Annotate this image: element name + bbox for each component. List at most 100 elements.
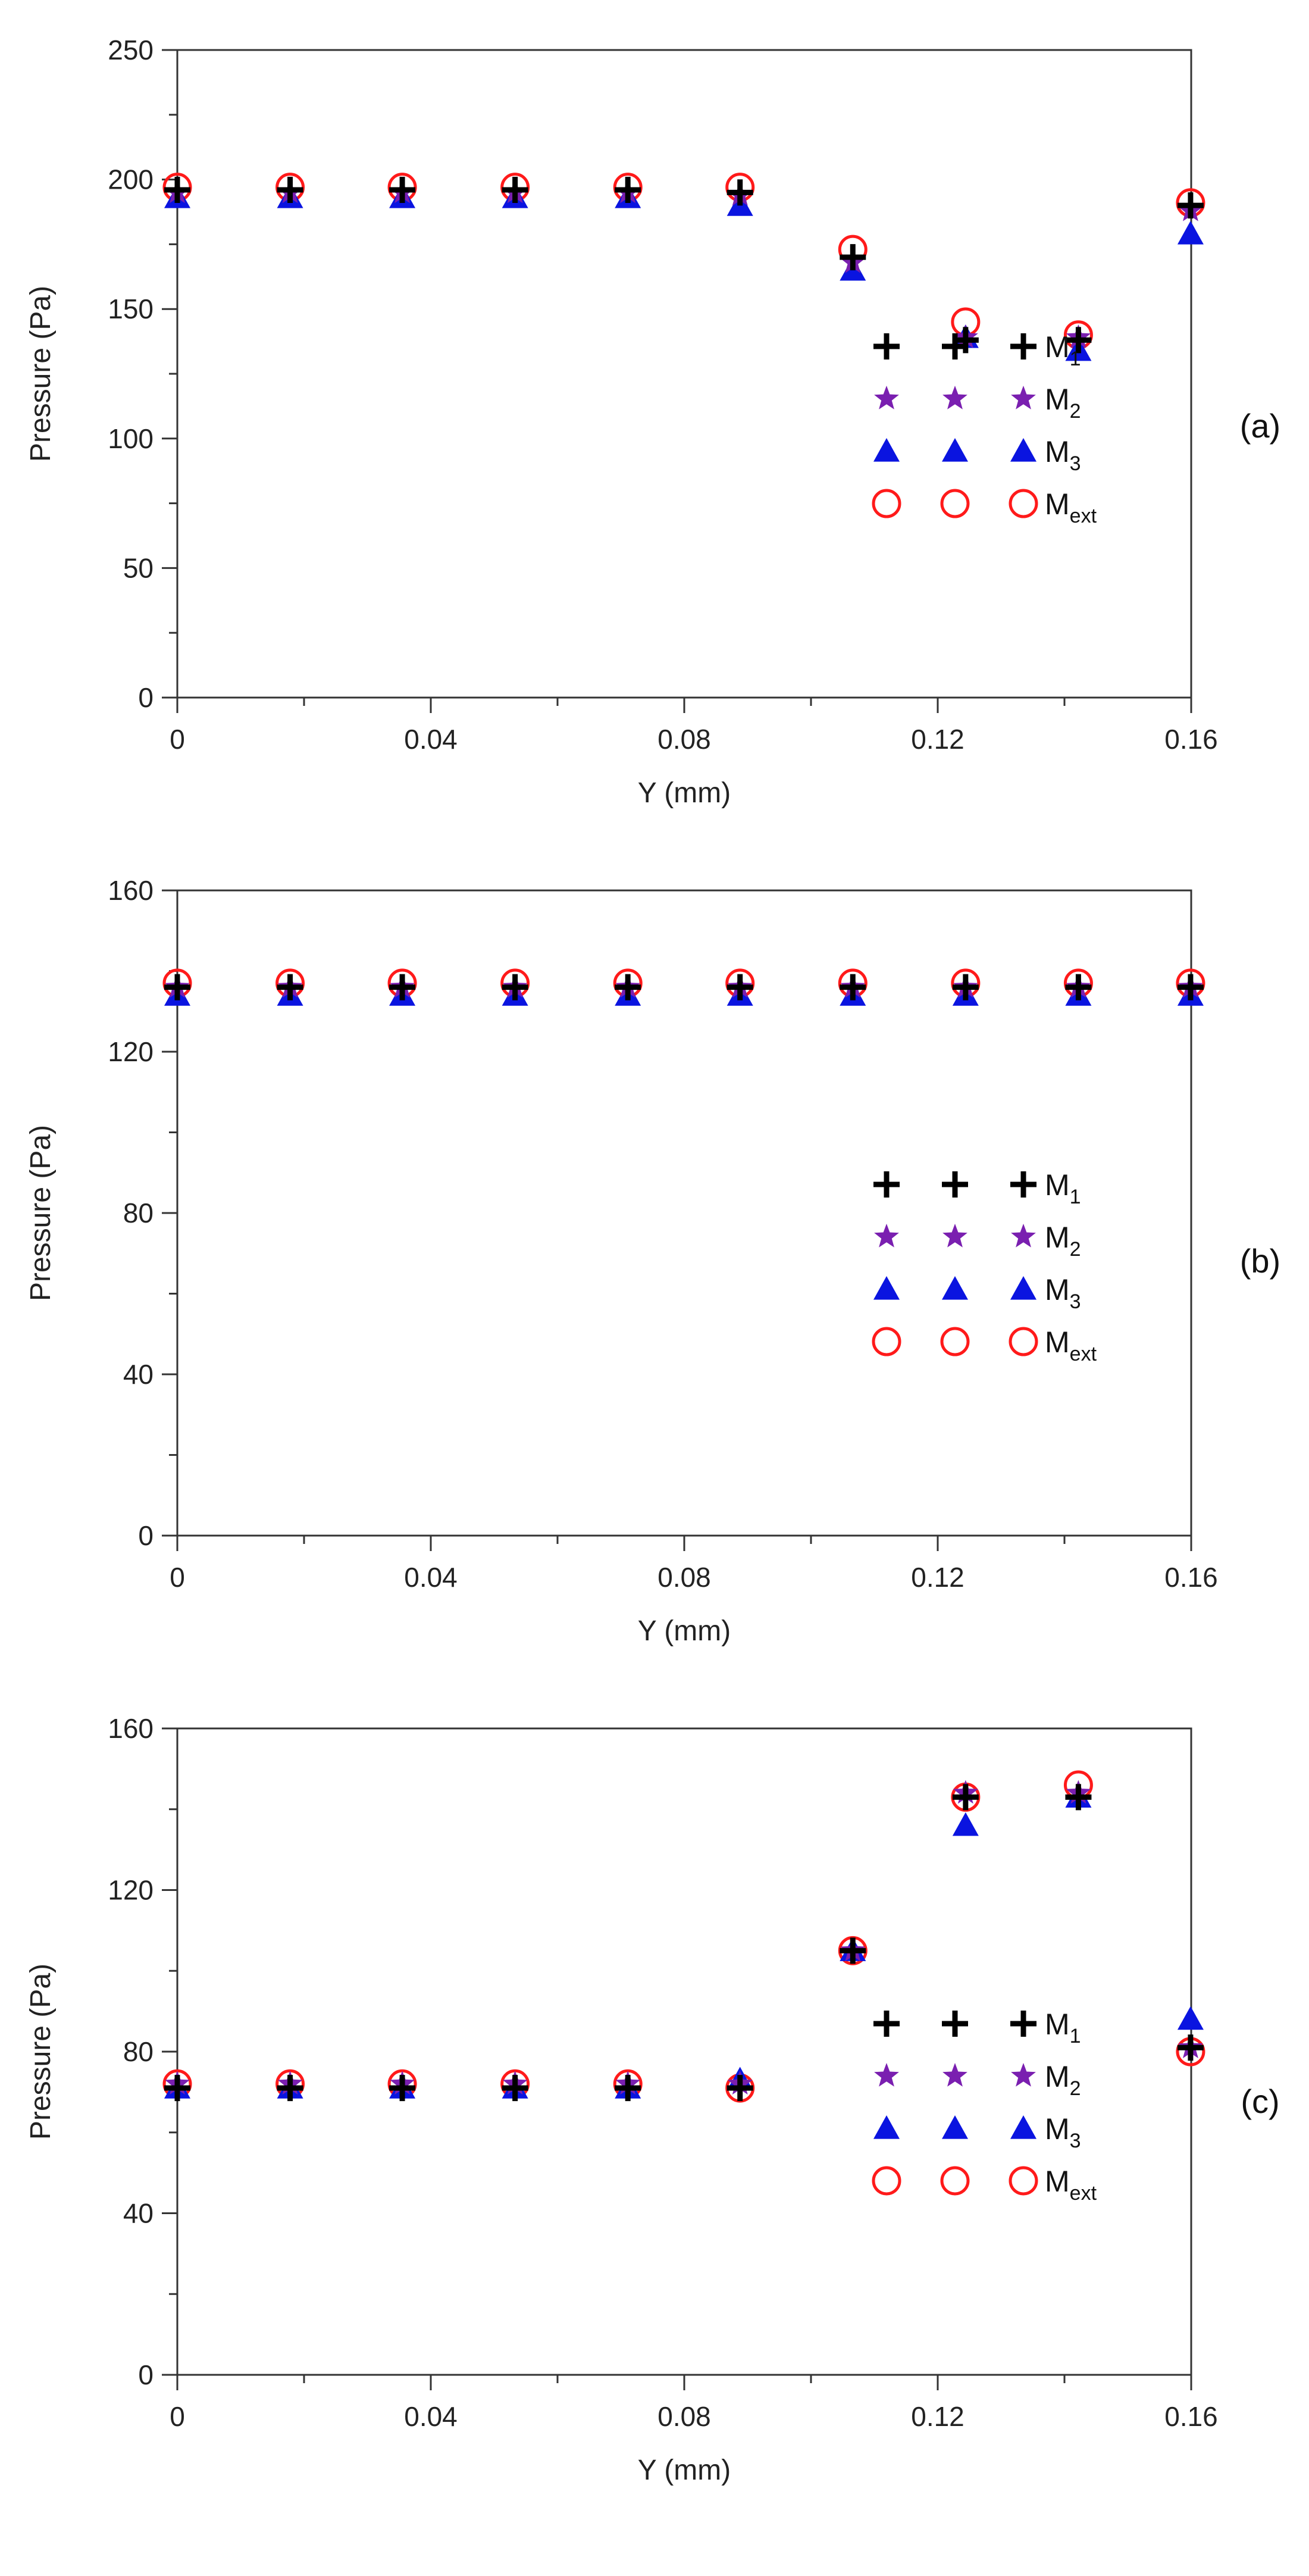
plot-frame	[176, 49, 1192, 699]
x-axis-label: Y (mm)	[638, 777, 731, 809]
series-M2	[165, 974, 1203, 998]
data-point-M1	[277, 177, 303, 204]
data-point-M1	[952, 1784, 979, 1811]
legend-entry-M3: M3	[873, 2112, 1081, 2152]
y-tick-label: 100	[108, 423, 154, 454]
legend-marker	[942, 333, 968, 359]
data-point-M1	[389, 974, 416, 1001]
legend-marker	[942, 1276, 968, 1300]
legend-marker	[1010, 2115, 1036, 2139]
data-point-M1	[1177, 192, 1204, 219]
series-M3	[164, 1784, 1204, 2099]
legend-marker	[1010, 333, 1036, 359]
x-tick-label: 0.16	[1164, 2401, 1218, 2432]
y-tick-label: 160	[108, 1713, 154, 1744]
chart-panel-2: 0 40 80 120 160 0 0.04 0.08 0.12 0.16 Y (mm) Pressu…	[25, 875, 1280, 1647]
legend-marker	[874, 386, 899, 409]
y-tick-label: 40	[123, 2198, 154, 2229]
legend-marker	[872, 1327, 901, 1356]
legend-marker	[942, 1224, 967, 1248]
data-point-M1	[952, 974, 979, 1001]
data-point-M1	[277, 974, 303, 1001]
plot-frame	[176, 889, 1192, 1537]
data-point-M1	[389, 177, 416, 204]
legend-entry-M3: M3	[873, 1273, 1081, 1313]
legend-marker	[872, 2166, 901, 2196]
x-tick-label: 0.08	[657, 1562, 711, 1593]
series-M1	[164, 974, 1204, 1001]
y-tick-label: 120	[108, 1036, 154, 1067]
legend-marker	[942, 2063, 967, 2087]
legend-label: Mext	[1045, 487, 1097, 527]
legend-marker	[874, 2063, 899, 2087]
y-tick-label: 0	[138, 682, 154, 713]
legend-label: M3	[1045, 435, 1081, 475]
data-point-M1	[726, 974, 753, 1001]
y-tick-label: 50	[123, 552, 154, 583]
y-tick-label: 80	[123, 1198, 154, 1228]
legend-marker	[942, 386, 967, 409]
data-point-M1	[840, 1937, 866, 1964]
legend-entry-M1: M1	[873, 1168, 1081, 1208]
legend-marker	[1011, 1224, 1036, 1248]
data-point-M1	[164, 2075, 190, 2102]
legend-entry-M3: M3	[873, 435, 1081, 475]
panel-label: (a)	[1240, 407, 1280, 445]
data-point-M1	[164, 974, 190, 1001]
legend-marker	[873, 1276, 900, 1300]
series-M2	[165, 179, 1203, 348]
legend-marker	[874, 1224, 899, 1248]
series-M2	[165, 1780, 1203, 2095]
x-tick-label: 0.08	[657, 724, 711, 755]
data-point-M1	[615, 177, 641, 204]
legend-label: M1	[1045, 2008, 1081, 2047]
series-M1	[164, 1784, 1204, 2102]
legend-marker	[1011, 2063, 1036, 2087]
legend-marker	[1009, 1327, 1038, 1356]
legend: M1 M2 M3 Mext	[872, 1168, 1097, 1365]
data-point-M1	[840, 974, 866, 1001]
y-axis-label: Pressure (Pa)	[25, 1125, 57, 1301]
y-tick-label: 0	[138, 1520, 154, 1551]
series-Mext	[162, 968, 1205, 998]
legend-marker	[1010, 1171, 1036, 1198]
legend-label: M3	[1045, 2112, 1081, 2152]
y-tick-label: 40	[123, 1359, 154, 1390]
x-tick-label: 0.08	[657, 2401, 711, 2432]
y-tick-label: 0	[138, 2359, 154, 2390]
data-point-M3	[952, 1812, 979, 1836]
data-point-M1	[502, 974, 528, 1001]
data-point-M1	[1065, 974, 1092, 1001]
x-axis-label: Y (mm)	[638, 1615, 731, 1647]
legend: M1 M2 M3 Mext	[872, 2008, 1097, 2205]
data-point-M3	[1177, 220, 1204, 245]
legend-marker	[940, 1327, 970, 1356]
x-tick-label: 0	[170, 724, 185, 755]
data-point-M1	[615, 974, 641, 1001]
x-tick-label: 0.04	[404, 724, 458, 755]
legend-marker	[942, 1171, 968, 1198]
legend-marker	[940, 2166, 970, 2196]
legend-marker	[1010, 438, 1036, 462]
y-tick-label: 250	[108, 35, 154, 65]
x-tick-label: 0.04	[404, 1562, 458, 1593]
legend-entry-M2: M2	[874, 2060, 1081, 2100]
x-tick-label: 0	[170, 1562, 185, 1593]
x-tick-label: 0.16	[1164, 1562, 1218, 1593]
legend-entry-Mext: Mext	[872, 1325, 1097, 1365]
legend-label: M1	[1045, 330, 1081, 370]
legend-entry-M1: M1	[873, 330, 1081, 370]
series-M1	[164, 177, 1204, 354]
series-Mext	[162, 1770, 1205, 2103]
panel-label: (c)	[1241, 2083, 1279, 2120]
legend-marker	[942, 438, 968, 462]
legend-marker	[940, 489, 970, 518]
data-point-M1	[1177, 2034, 1204, 2061]
x-tick-label: 0	[170, 2401, 185, 2432]
data-point-M1	[277, 2075, 303, 2102]
legend-label: M2	[1045, 383, 1081, 423]
x-axis-label: Y (mm)	[638, 2455, 731, 2486]
panel-label: (b)	[1240, 1242, 1280, 1280]
plot-frame	[176, 1727, 1192, 2376]
legend-label: M2	[1045, 2060, 1081, 2100]
